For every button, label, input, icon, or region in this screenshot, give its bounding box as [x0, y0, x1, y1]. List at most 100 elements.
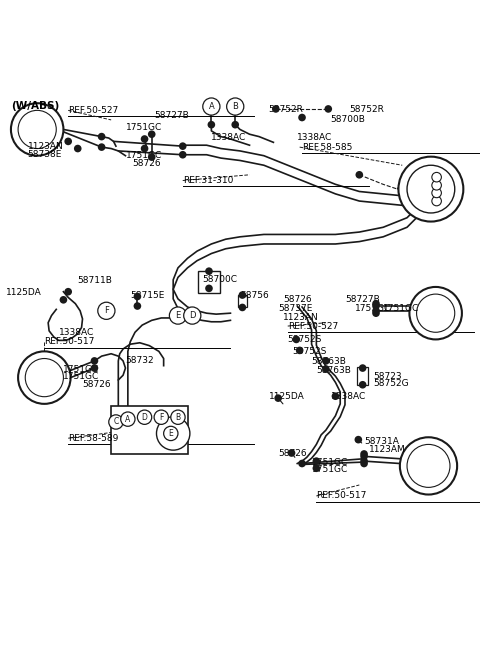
Text: REF.50-517: REF.50-517: [44, 337, 95, 346]
Text: 58711B: 58711B: [78, 276, 113, 285]
Text: A: A: [125, 415, 131, 424]
Text: 58726: 58726: [278, 449, 307, 458]
Circle shape: [312, 457, 320, 465]
Text: 58752S: 58752S: [292, 347, 327, 356]
Text: 58738E: 58738E: [28, 150, 62, 159]
Circle shape: [179, 142, 187, 150]
Circle shape: [184, 307, 201, 324]
Circle shape: [298, 460, 306, 467]
Text: 58752S: 58752S: [288, 335, 322, 344]
Circle shape: [288, 449, 295, 457]
Text: 58752R: 58752R: [269, 105, 303, 114]
Text: REF.58-589: REF.58-589: [68, 434, 119, 443]
Circle shape: [355, 436, 362, 443]
Text: REF.31-310: REF.31-310: [183, 176, 233, 185]
Circle shape: [292, 335, 300, 343]
Text: 1751GC: 1751GC: [355, 304, 391, 313]
Text: 1751GC: 1751GC: [63, 372, 100, 381]
Text: 58700B: 58700B: [331, 115, 366, 124]
Circle shape: [332, 392, 339, 400]
Text: 58700C: 58700C: [202, 275, 237, 284]
Circle shape: [154, 410, 168, 424]
Text: 1338AC: 1338AC: [297, 133, 333, 142]
Circle shape: [120, 412, 135, 426]
Circle shape: [64, 288, 72, 295]
Text: 58752R: 58752R: [350, 105, 384, 114]
Circle shape: [360, 457, 368, 465]
Text: 1751GC: 1751GC: [312, 458, 348, 466]
Circle shape: [164, 426, 178, 441]
Circle shape: [312, 464, 320, 472]
Circle shape: [322, 357, 330, 365]
Circle shape: [372, 300, 380, 307]
Circle shape: [298, 114, 306, 121]
Circle shape: [109, 415, 123, 429]
Circle shape: [407, 165, 455, 213]
Circle shape: [372, 302, 380, 310]
Circle shape: [156, 417, 190, 450]
Text: 1125DA: 1125DA: [269, 392, 304, 402]
Circle shape: [360, 450, 368, 458]
Circle shape: [272, 105, 280, 113]
Text: 1123AN: 1123AN: [28, 141, 63, 151]
Text: 1751GC: 1751GC: [63, 365, 100, 373]
Text: 58715E: 58715E: [130, 291, 165, 299]
Circle shape: [227, 98, 244, 115]
Text: 1123AN: 1123AN: [283, 312, 319, 322]
Text: REF.50-527: REF.50-527: [288, 322, 338, 331]
Circle shape: [239, 304, 246, 311]
Circle shape: [18, 110, 56, 149]
Bar: [111, 406, 188, 454]
Circle shape: [98, 143, 106, 151]
Text: B: B: [175, 413, 180, 422]
Circle shape: [360, 453, 368, 460]
Circle shape: [239, 291, 246, 299]
Circle shape: [98, 133, 106, 140]
Circle shape: [137, 410, 152, 424]
Text: C: C: [113, 417, 119, 426]
Text: 58732: 58732: [125, 356, 154, 365]
Circle shape: [141, 145, 148, 153]
Text: 58726: 58726: [83, 381, 111, 389]
Circle shape: [417, 294, 455, 332]
Text: REF.58-585: REF.58-585: [302, 143, 352, 151]
Circle shape: [360, 460, 368, 467]
Text: E: E: [168, 429, 173, 438]
Text: 58756: 58756: [240, 291, 269, 299]
Circle shape: [203, 98, 220, 115]
Circle shape: [432, 181, 442, 190]
Circle shape: [324, 105, 332, 113]
Circle shape: [407, 445, 450, 487]
Text: B: B: [232, 102, 238, 111]
Circle shape: [141, 135, 148, 143]
Text: 1751GC: 1751GC: [312, 465, 348, 474]
Text: 1338AC: 1338AC: [331, 392, 366, 402]
Text: 58763B: 58763B: [316, 366, 351, 375]
Circle shape: [275, 394, 282, 402]
Text: F: F: [104, 307, 109, 315]
Circle shape: [432, 188, 442, 198]
Text: REF.50-527: REF.50-527: [68, 106, 119, 115]
Circle shape: [432, 196, 442, 206]
Circle shape: [91, 357, 98, 365]
Circle shape: [356, 171, 363, 179]
Text: 1338AC: 1338AC: [211, 133, 247, 142]
Circle shape: [91, 364, 98, 372]
Circle shape: [372, 307, 380, 314]
Text: 58727B: 58727B: [154, 111, 189, 120]
Text: 1125DA: 1125DA: [6, 288, 42, 297]
Text: 58737E: 58737E: [278, 304, 312, 313]
Circle shape: [148, 130, 156, 138]
Circle shape: [133, 293, 141, 300]
Circle shape: [133, 302, 141, 310]
Circle shape: [409, 287, 462, 339]
Text: E: E: [175, 311, 180, 320]
Circle shape: [60, 296, 67, 304]
Text: F: F: [159, 413, 164, 422]
Text: 58723: 58723: [373, 371, 402, 381]
Text: 58726: 58726: [283, 295, 312, 305]
Text: 58726: 58726: [132, 159, 161, 168]
Circle shape: [207, 121, 215, 128]
Bar: [198, 271, 220, 293]
Text: 58727B: 58727B: [345, 295, 380, 305]
